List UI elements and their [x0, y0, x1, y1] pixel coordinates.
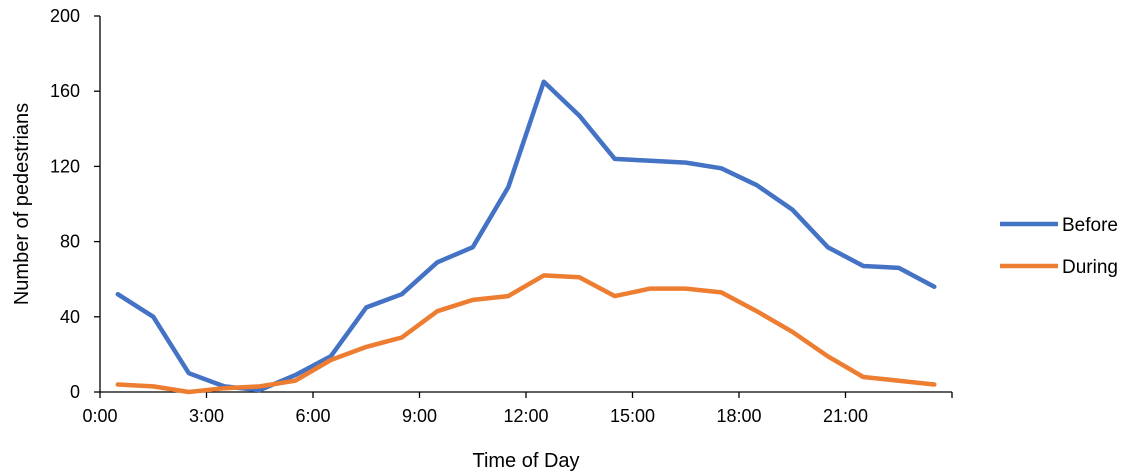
- x-tick-label: 15:00: [610, 406, 655, 426]
- y-tick-label: 0: [70, 382, 80, 402]
- legend-item-before: Before: [1000, 215, 1118, 236]
- x-tick-label: 18:00: [716, 406, 761, 426]
- series-line-before: [115, 79, 937, 393]
- y-tick-label: 120: [50, 156, 80, 176]
- x-tick-label: 9:00: [402, 406, 437, 426]
- legend-label-before: Before: [1062, 215, 1118, 236]
- x-tick-label: 6:00: [295, 406, 330, 426]
- legend-label-during: During: [1062, 257, 1118, 278]
- y-axis-title: Number of pedestrians: [11, 103, 33, 305]
- x-tick-label: 3:00: [189, 406, 224, 426]
- legend-item-during: During: [1000, 257, 1118, 278]
- x-tick-label: 21:00: [823, 406, 868, 426]
- y-axis: 0 40 80 120 160 200: [50, 6, 101, 402]
- x-tick-label: 0:00: [82, 406, 117, 426]
- x-axis: 0:00 3:00 6:00 9:00 12:00 15:00 18:00 21:00: [82, 391, 953, 426]
- y-tick-label: 40: [60, 307, 80, 327]
- y-tick-label: 200: [50, 6, 80, 26]
- series-line-during: [115, 273, 937, 395]
- y-tick-label: 80: [60, 232, 80, 252]
- y-tick-label: 160: [50, 81, 80, 101]
- x-axis-title: Time of Day: [472, 450, 579, 472]
- legend: Before During: [1000, 215, 1118, 278]
- x-tick-label: 12:00: [503, 406, 548, 426]
- series-layer: [115, 79, 937, 395]
